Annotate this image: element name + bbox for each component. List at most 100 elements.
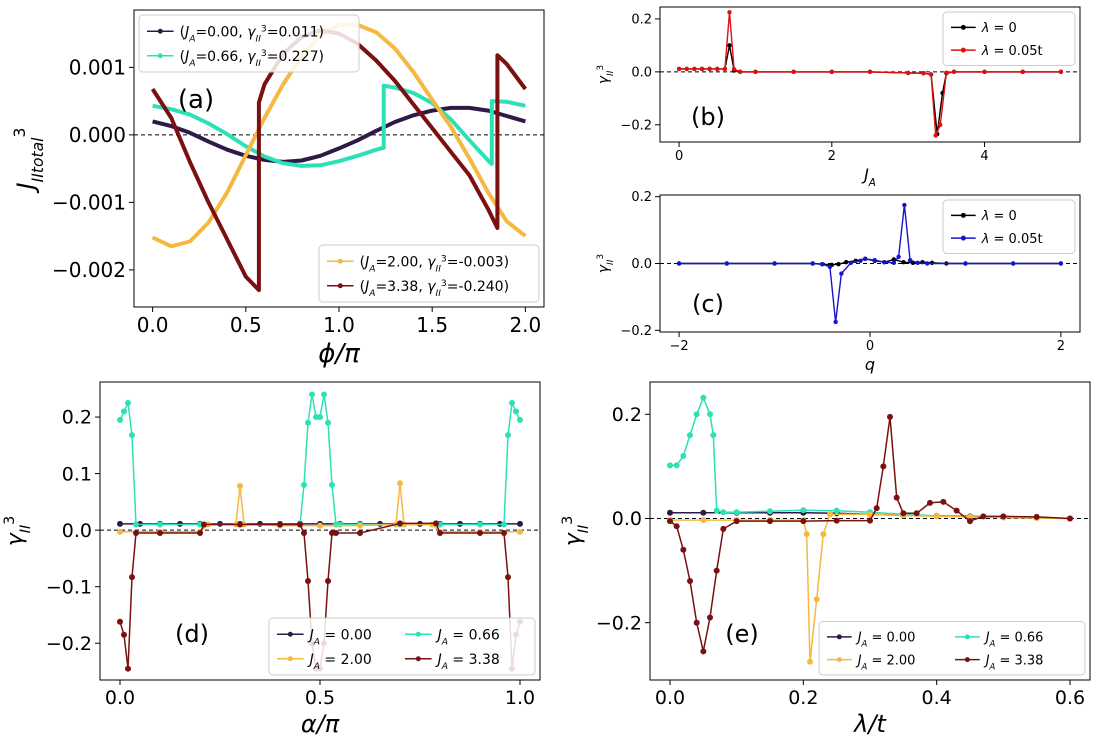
x-axis-label-c: q bbox=[865, 355, 875, 374]
legend-label: λ = 0.05t bbox=[981, 232, 1043, 247]
data-point-b-1 bbox=[722, 66, 728, 72]
data-point-c-1 bbox=[827, 264, 833, 270]
data-point-d-2 bbox=[117, 528, 123, 535]
data-point-e-1 bbox=[693, 411, 700, 418]
y-tick-label-d: 0.1 bbox=[62, 463, 92, 485]
data-point-e-3 bbox=[1033, 513, 1040, 520]
data-point-e-1 bbox=[800, 507, 807, 514]
data-point-d-3 bbox=[277, 521, 283, 528]
data-point-b-1 bbox=[731, 67, 737, 72]
data-point-d-1 bbox=[517, 416, 523, 423]
data-point-c-1 bbox=[902, 202, 907, 208]
data-point-e-1 bbox=[710, 432, 717, 439]
legend-marker bbox=[337, 283, 343, 289]
legend-marker bbox=[415, 631, 421, 637]
y-tick-label-c: 0.0 bbox=[631, 257, 652, 272]
data-point-e-3 bbox=[927, 499, 933, 506]
y-tick-label-b: 0.2 bbox=[631, 12, 652, 27]
data-point-e-2 bbox=[803, 531, 810, 538]
data-point-b-1 bbox=[699, 66, 705, 72]
data-point-b-1 bbox=[753, 69, 758, 75]
data-point-b-0 bbox=[727, 43, 732, 48]
data-point-e-1 bbox=[680, 452, 687, 459]
data-point-b-1 bbox=[791, 69, 796, 75]
legend-marker bbox=[960, 24, 966, 30]
data-point-e-3 bbox=[893, 494, 900, 501]
data-point-d-3 bbox=[333, 529, 339, 536]
legend-a-1: (JA=2.00, γII3=-0.003) (JA=3.38, γII3=-0.… bbox=[318, 244, 540, 303]
x-axis-label-d: α/π bbox=[301, 710, 340, 738]
y-tick-label-d: −0.1 bbox=[46, 576, 92, 598]
data-point-c-1 bbox=[882, 259, 887, 265]
series-line-a-1 bbox=[152, 83, 526, 168]
data-point-c-1 bbox=[858, 258, 863, 264]
y-tick-label-b: −0.2 bbox=[620, 118, 652, 133]
data-point-e-1 bbox=[687, 432, 693, 439]
data-point-c-1 bbox=[963, 261, 968, 266]
data-point-e-2 bbox=[700, 517, 707, 524]
data-point-b-1 bbox=[829, 69, 835, 75]
legend-marker bbox=[415, 656, 421, 662]
y-axis-label-c: γII3 bbox=[596, 254, 616, 274]
y-tick-label-d: −0.2 bbox=[46, 633, 92, 655]
data-point-e-3 bbox=[673, 523, 680, 530]
data-point-d-3 bbox=[301, 529, 307, 536]
legend-box bbox=[138, 14, 360, 73]
data-point-e-1 bbox=[767, 508, 773, 515]
x-tick-label-e: 0.6 bbox=[1055, 687, 1085, 709]
data-point-e-3 bbox=[687, 578, 693, 585]
y-tick-label-a: 0.000 bbox=[69, 123, 126, 147]
x-tick-label-d: 0.5 bbox=[305, 687, 335, 709]
data-point-e-1 bbox=[713, 507, 720, 514]
x-axis-label-e: λ/t bbox=[852, 710, 887, 738]
legend-d-0: JA = 0.00 JA = 0.66 JA = 2.00 JA = 3.38 bbox=[268, 617, 536, 676]
x-tick-label-c: 0 bbox=[866, 339, 874, 354]
data-point-c-1 bbox=[833, 319, 838, 325]
data-point-d-3 bbox=[237, 521, 243, 528]
data-point-e-3 bbox=[1067, 515, 1073, 522]
data-point-c-1 bbox=[925, 261, 930, 266]
data-point-c-1 bbox=[872, 257, 877, 263]
data-point-c-1 bbox=[1010, 261, 1016, 266]
data-point-e-0 bbox=[700, 509, 707, 516]
y-axis-label-d: γII3 bbox=[2, 516, 34, 547]
y-tick-label-a: −0.001 bbox=[52, 190, 126, 214]
data-point-b-1 bbox=[727, 10, 732, 15]
data-point-e-3 bbox=[913, 510, 920, 517]
data-point-b-1 bbox=[707, 66, 712, 72]
data-point-c-1 bbox=[820, 261, 825, 267]
x-tick-label-e: 0.2 bbox=[788, 687, 818, 709]
legend-label: JA = 2.00 bbox=[855, 653, 916, 671]
data-point-e-3 bbox=[720, 525, 727, 532]
data-point-d-3 bbox=[197, 529, 203, 536]
data-point-e-3 bbox=[733, 518, 740, 525]
legend-marker bbox=[960, 212, 966, 218]
data-point-e-3 bbox=[1000, 513, 1007, 520]
legend-label: JA = 0.00 bbox=[855, 631, 916, 649]
legend-label: (JA=0.66, γII3=0.227) bbox=[180, 49, 324, 69]
data-point-d-2 bbox=[397, 480, 403, 487]
data-point-c-1 bbox=[848, 260, 854, 266]
data-point-e-3 bbox=[767, 518, 773, 525]
legend-e-0: JA = 0.00 JA = 0.66 JA = 2.00 JA = 3.38 bbox=[818, 621, 1086, 676]
data-point-e-1 bbox=[673, 462, 680, 469]
data-point-d-1 bbox=[125, 399, 131, 406]
data-point-d-2 bbox=[317, 522, 323, 529]
data-point-d-2 bbox=[357, 522, 363, 529]
y-axis-label-b: γII3 bbox=[596, 65, 616, 85]
x-tick-label-a: 1.0 bbox=[323, 313, 355, 337]
x-tick-label-b: 4 bbox=[980, 149, 988, 164]
legend-label: JA = 0.66 bbox=[435, 627, 500, 647]
x-tick-label-d: 0.0 bbox=[105, 687, 135, 709]
x-axis-label-b: JA bbox=[861, 165, 876, 189]
data-point-d-0 bbox=[117, 520, 123, 527]
y-tick-label-c: −0.2 bbox=[620, 324, 652, 339]
data-point-d-3 bbox=[305, 578, 311, 585]
data-point-d-2 bbox=[237, 483, 243, 490]
data-point-e-3 bbox=[940, 498, 947, 505]
panel-label-c: (c) bbox=[692, 290, 724, 318]
data-point-c-1 bbox=[863, 256, 868, 262]
y-tick-label-c: 0.2 bbox=[631, 190, 652, 205]
panel-label-b: (b) bbox=[691, 103, 725, 131]
